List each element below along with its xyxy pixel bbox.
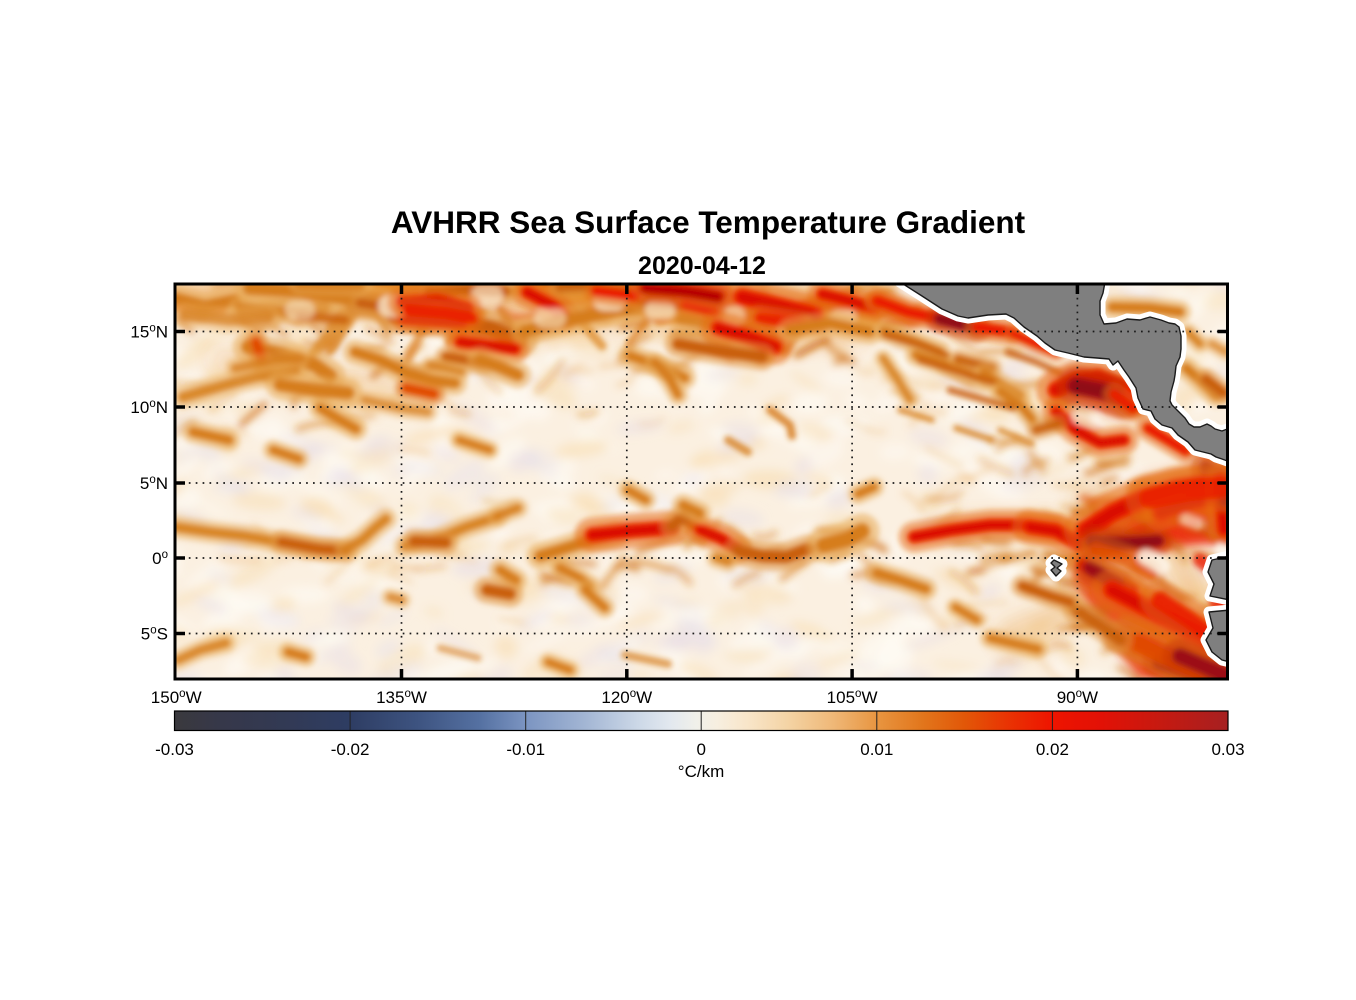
svg-text:90oW: 90oW — [1057, 688, 1098, 707]
svg-text:10oN: 10oN — [130, 398, 168, 417]
svg-text:°C/km: °C/km — [678, 762, 724, 781]
svg-text:15oN: 15oN — [130, 323, 168, 342]
svg-text:0.03: 0.03 — [1211, 740, 1244, 759]
svg-text:5oS: 5oS — [141, 625, 168, 644]
svg-text:0.02: 0.02 — [1036, 740, 1069, 759]
svg-text:5oN: 5oN — [140, 474, 168, 493]
svg-text:-0.03: -0.03 — [155, 740, 194, 759]
svg-text:0: 0 — [696, 740, 705, 759]
svg-text:2020-04-12: 2020-04-12 — [638, 252, 766, 280]
svg-text:135oW: 135oW — [376, 688, 427, 707]
svg-text:-0.02: -0.02 — [331, 740, 370, 759]
svg-text:150oW: 150oW — [151, 688, 202, 707]
svg-text:0.01: 0.01 — [860, 740, 893, 759]
svg-text:-0.01: -0.01 — [506, 740, 545, 759]
svg-text:105oW: 105oW — [827, 688, 878, 707]
svg-text:AVHRR Sea Surface Temperature: AVHRR Sea Surface Temperature Gradient — [391, 204, 1026, 240]
svg-text:120oW: 120oW — [601, 688, 652, 707]
